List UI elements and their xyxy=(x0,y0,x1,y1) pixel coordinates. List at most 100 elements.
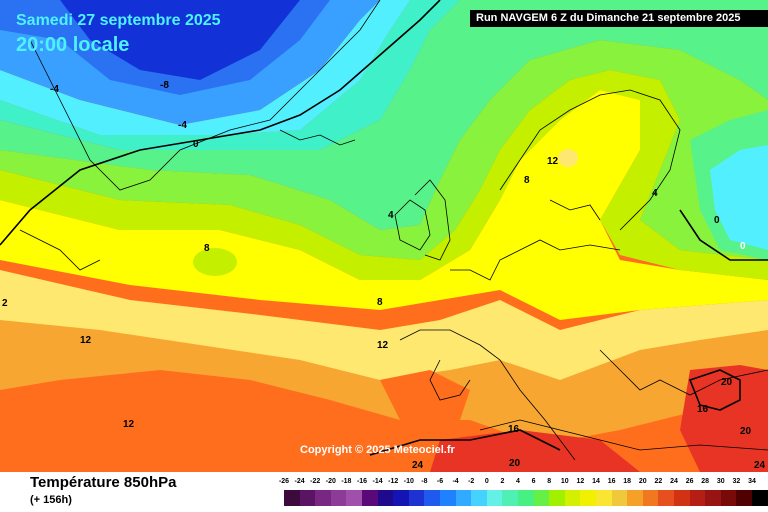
band-yellow xyxy=(0,90,768,320)
label-0-c: 0 xyxy=(740,241,746,252)
label-0-a: 0 xyxy=(193,139,199,150)
island-8 xyxy=(193,248,237,276)
scale-tick: 18 xyxy=(623,478,632,485)
scale-tick: 2 xyxy=(500,478,505,485)
label-16-a: 16 xyxy=(697,404,709,415)
scale-swatch xyxy=(486,490,503,506)
band-yellow-green xyxy=(0,70,768,280)
scale-swatch xyxy=(440,490,456,506)
scale-tick: -24 xyxy=(294,478,305,485)
scale-tick: -14 xyxy=(372,478,383,485)
scale-tick: -10 xyxy=(403,478,414,485)
scale-swatch xyxy=(455,490,472,506)
forecast-date: Samedi 27 septembre 2025 xyxy=(16,12,221,29)
scale-swatch xyxy=(533,490,550,506)
band-cyan xyxy=(0,0,410,135)
label-20-b: 20 xyxy=(509,458,521,469)
scale-swatch xyxy=(502,490,518,506)
band-green xyxy=(0,40,768,260)
scale-tick: 26 xyxy=(685,478,694,485)
band-light-green xyxy=(0,0,768,230)
band-deep-blue xyxy=(60,0,300,80)
label-8-c: 8 xyxy=(377,297,383,308)
label-4-a: 4 xyxy=(388,210,394,221)
scale-tick: 6 xyxy=(531,478,536,485)
scale-tick: -20 xyxy=(325,478,336,485)
scale-swatch xyxy=(705,490,721,506)
coastlines xyxy=(19,0,768,461)
band-aqua xyxy=(0,0,460,150)
scale-tick: -8 xyxy=(421,478,428,485)
scale-swatch xyxy=(284,490,300,506)
scale-swatch xyxy=(549,490,565,506)
scale-swatch xyxy=(408,490,425,506)
island-12 xyxy=(558,149,578,167)
warm-spot-south xyxy=(380,370,470,420)
label-12-a: 12 xyxy=(80,335,92,346)
scale-tick: 22 xyxy=(654,478,663,485)
scale-swatch xyxy=(471,490,487,506)
scale-swatch xyxy=(330,490,347,506)
isotherm-labels: -4 -8 -4 0 4 8 12 8 12 4 0 0 8 12 12 20 … xyxy=(2,80,766,471)
scale-swatch xyxy=(674,490,690,506)
label-24-a: 24 xyxy=(412,460,424,471)
scale-swatch xyxy=(658,490,674,506)
label-0-b: 0 xyxy=(714,215,720,226)
scale-swatch xyxy=(346,490,362,506)
label-12-c: 12 xyxy=(377,340,389,351)
scale-tick: 34 xyxy=(748,478,756,485)
legend-title: Température 850hPa xyxy=(30,474,177,491)
scale-swatch xyxy=(736,490,752,506)
label-8-a: 8 xyxy=(204,243,210,254)
label-4-b: 4 xyxy=(652,188,658,199)
scale-swatch xyxy=(362,490,378,506)
scale-tick: -18 xyxy=(341,478,352,485)
label-20-a: 20 xyxy=(721,377,733,388)
scale-swatch xyxy=(393,490,409,506)
temperature-map: -4 -8 -4 0 4 8 12 8 12 4 0 0 8 12 12 20 … xyxy=(0,0,768,472)
scale-tick: -26 xyxy=(278,478,290,485)
scale-swatch xyxy=(611,490,628,506)
scale-tick: 12 xyxy=(576,478,585,485)
label-20-c: 20 xyxy=(740,426,752,437)
scale-tick: -4 xyxy=(452,478,459,485)
scale-tick: 10 xyxy=(560,478,569,485)
scale-swatch xyxy=(596,490,612,506)
legend-footer: Température 850hPa (+ 156h) -26 -24 -22 -20… xyxy=(0,472,768,512)
scale-tick: 14 xyxy=(592,478,600,485)
scale-tick: 32 xyxy=(732,478,741,485)
map-canvas: -4 -8 -4 0 4 8 12 8 12 4 0 0 8 12 12 20 … xyxy=(0,0,768,472)
scale-tick: -22 xyxy=(310,478,321,485)
label-m4-a: -4 xyxy=(50,84,59,95)
scale-swatch xyxy=(315,490,331,506)
label-2: 2 xyxy=(2,298,8,309)
scale-swatch xyxy=(627,490,643,506)
scale-swatch xyxy=(564,490,581,506)
legend-subtitle: (+ 156h) xyxy=(30,494,72,506)
hot-spot-south xyxy=(430,430,640,472)
label-12-b: 12 xyxy=(547,156,559,167)
scale-swatch xyxy=(299,490,316,506)
scale-tick: 24 xyxy=(670,478,678,485)
label-m8: -8 xyxy=(160,80,169,91)
label-12-d: 12 xyxy=(123,419,135,430)
scale-tick: 28 xyxy=(701,478,710,485)
run-banner: Run NAVGEM 6 Z du Dimanche 21 septembre … xyxy=(470,10,768,27)
scale-tick: 4 xyxy=(516,478,520,485)
color-scale: -26 -24 -22 -20 -18 -16 -14 -12 -10 -8 -6 -4 -2 0 2 4 6 8… xyxy=(278,478,768,510)
scale-tick: 8 xyxy=(547,478,552,485)
label-16-b: 16 xyxy=(508,424,520,435)
forecast-time: 20:00 locale xyxy=(16,34,130,56)
label-m4-b: -4 xyxy=(178,120,187,131)
scale-swatch xyxy=(580,490,596,506)
label-8-b: 8 xyxy=(524,175,530,186)
scale-tick: -16 xyxy=(356,478,368,485)
scale-tick: 20 xyxy=(638,478,647,485)
scale-tick: -12 xyxy=(388,478,399,485)
scale-swatch xyxy=(518,490,534,506)
scale-swatch xyxy=(752,490,768,506)
scale-swatch xyxy=(642,490,659,506)
label-24-b: 24 xyxy=(754,460,766,471)
scale-tick: -2 xyxy=(468,478,475,485)
scale-tick: 0 xyxy=(484,478,489,485)
